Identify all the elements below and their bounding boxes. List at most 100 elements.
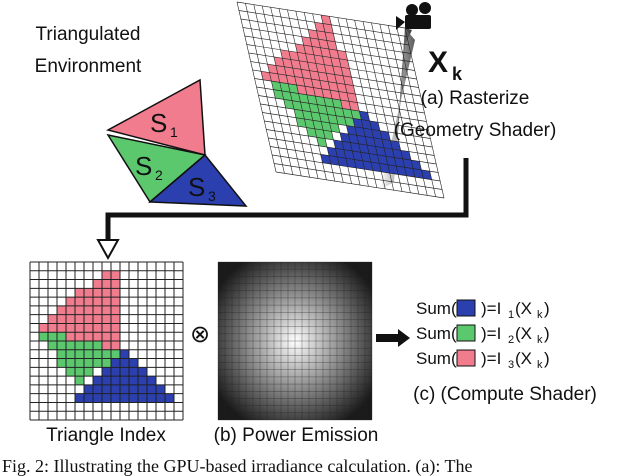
cell	[111, 314, 120, 324]
tri-label: S	[150, 108, 167, 138]
cell	[57, 358, 66, 368]
cell	[300, 101, 311, 112]
cell	[66, 341, 75, 350]
cell	[75, 393, 84, 403]
cell	[383, 147, 395, 158]
cell	[129, 384, 138, 394]
cell	[319, 113, 330, 123]
eq-index: 3	[508, 359, 514, 371]
cell	[327, 114, 338, 125]
cell	[354, 126, 366, 137]
cell	[362, 160, 373, 171]
cell	[295, 117, 307, 128]
cell	[312, 120, 324, 131]
grid-line	[275, 171, 445, 199]
cell	[294, 109, 305, 119]
triangles	[105, 78, 248, 207]
cell	[381, 139, 393, 149]
cell	[299, 60, 310, 71]
cell	[369, 153, 380, 164]
eq-open: (X	[515, 324, 532, 343]
cell	[341, 141, 353, 151]
cell	[342, 108, 353, 119]
cell	[75, 332, 84, 341]
cell	[111, 349, 120, 359]
cell	[102, 376, 111, 385]
cell	[290, 59, 302, 70]
tri-sub: 2	[155, 167, 163, 183]
cell	[346, 92, 358, 103]
index-grid	[29, 261, 184, 421]
grid-line	[252, 69, 421, 97]
cell	[404, 167, 415, 178]
cell	[75, 358, 84, 368]
grid-line	[274, 163, 443, 190]
arrow	[105, 158, 469, 250]
eq-mid: )=I	[481, 299, 501, 318]
raster-grid	[236, 1, 445, 199]
cell	[66, 332, 75, 341]
cell	[66, 367, 75, 377]
cell	[352, 150, 363, 161]
env-label: Environment	[35, 56, 142, 77]
cell	[295, 43, 306, 54]
cell	[313, 54, 325, 65]
cell	[311, 79, 322, 89]
tri-sub: 1	[170, 124, 178, 140]
cell	[93, 332, 102, 341]
cell	[328, 48, 340, 59]
cell	[66, 349, 75, 359]
cell	[75, 323, 84, 333]
cell	[120, 376, 129, 385]
cell	[371, 129, 382, 140]
cell	[324, 64, 335, 75]
grid-line	[236, 1, 406, 29]
cell	[93, 279, 102, 289]
cell	[102, 349, 111, 359]
cell	[111, 288, 120, 298]
grid-line	[242, 27, 411, 54]
cell	[320, 154, 331, 165]
grid-line	[246, 44, 415, 71]
cell	[296, 84, 307, 95]
cell	[102, 323, 111, 333]
cell	[84, 341, 93, 350]
cell	[102, 297, 111, 306]
eq-index: 2	[508, 334, 514, 346]
cell	[358, 143, 370, 154]
cell	[102, 341, 111, 350]
cell	[333, 139, 344, 150]
cell	[84, 332, 93, 341]
eq-close: )	[544, 349, 550, 368]
cell	[147, 393, 156, 403]
cell	[93, 341, 102, 350]
cell	[129, 393, 138, 403]
cell	[66, 323, 75, 333]
cell	[367, 145, 378, 155]
camera-icon	[396, 2, 431, 30]
cell	[288, 83, 299, 94]
cell	[332, 65, 344, 76]
cell	[138, 367, 147, 377]
cell	[303, 45, 314, 55]
cell	[312, 46, 323, 57]
cell	[330, 90, 341, 100]
cell	[156, 393, 165, 403]
cell	[328, 81, 339, 92]
cell	[314, 128, 326, 139]
cell	[129, 367, 138, 377]
cell	[365, 136, 376, 147]
cell	[48, 323, 57, 333]
cell	[93, 297, 102, 306]
cell	[111, 305, 120, 315]
cell	[373, 137, 384, 148]
cell	[354, 159, 365, 170]
cell	[261, 71, 272, 82]
cell	[277, 73, 289, 84]
cell	[269, 72, 280, 83]
grid-line	[250, 61, 419, 88]
cell	[48, 314, 57, 324]
cell	[337, 156, 348, 167]
cell	[138, 393, 147, 403]
cell	[75, 349, 84, 359]
